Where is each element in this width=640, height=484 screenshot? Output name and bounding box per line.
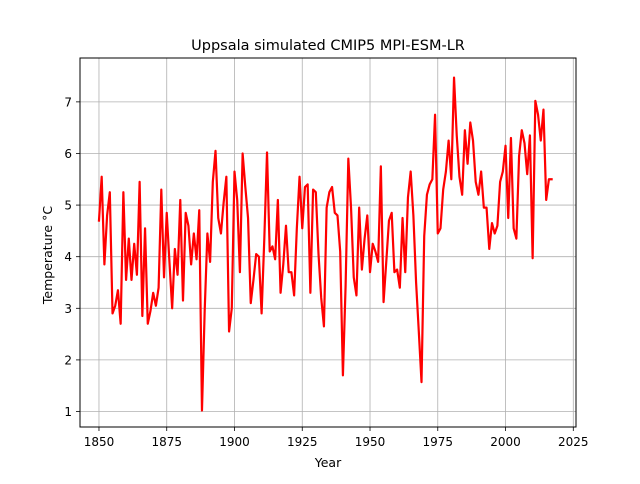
- x-tick-label: 1850: [84, 435, 115, 449]
- y-tick-label: 5: [64, 199, 72, 213]
- y-axis-label: Temperature °C: [40, 206, 55, 305]
- temperature-series-line: [97, 76, 553, 412]
- y-tick-label: 1: [64, 405, 72, 419]
- y-tick-label: 6: [64, 147, 72, 161]
- y-tick-label: 2: [64, 353, 72, 367]
- y-tick-label: 4: [64, 250, 72, 264]
- x-tick-label: 2025: [558, 435, 589, 449]
- x-tick-label: 1875: [151, 435, 182, 449]
- x-tick-label: 1975: [422, 435, 453, 449]
- x-tick-label: 1900: [219, 435, 250, 449]
- series-layer: [97, 76, 553, 412]
- x-tick-label: 1925: [287, 435, 318, 449]
- plot-frame: [79, 57, 577, 428]
- y-axis: 1 2 3 4 5 6 7: [64, 95, 80, 419]
- x-axis-label: Year: [314, 455, 342, 470]
- x-tick-label: 2000: [490, 435, 521, 449]
- y-tick-label: 7: [64, 95, 72, 109]
- x-axis: 1850 1875 1900 1925 1950 1975 2000 2025: [84, 427, 589, 449]
- chart-title: Uppsala simulated CMIP5 MPI-ESM-LR: [191, 38, 465, 54]
- y-tick-label: 3: [64, 302, 72, 316]
- x-tick-label: 1950: [355, 435, 386, 449]
